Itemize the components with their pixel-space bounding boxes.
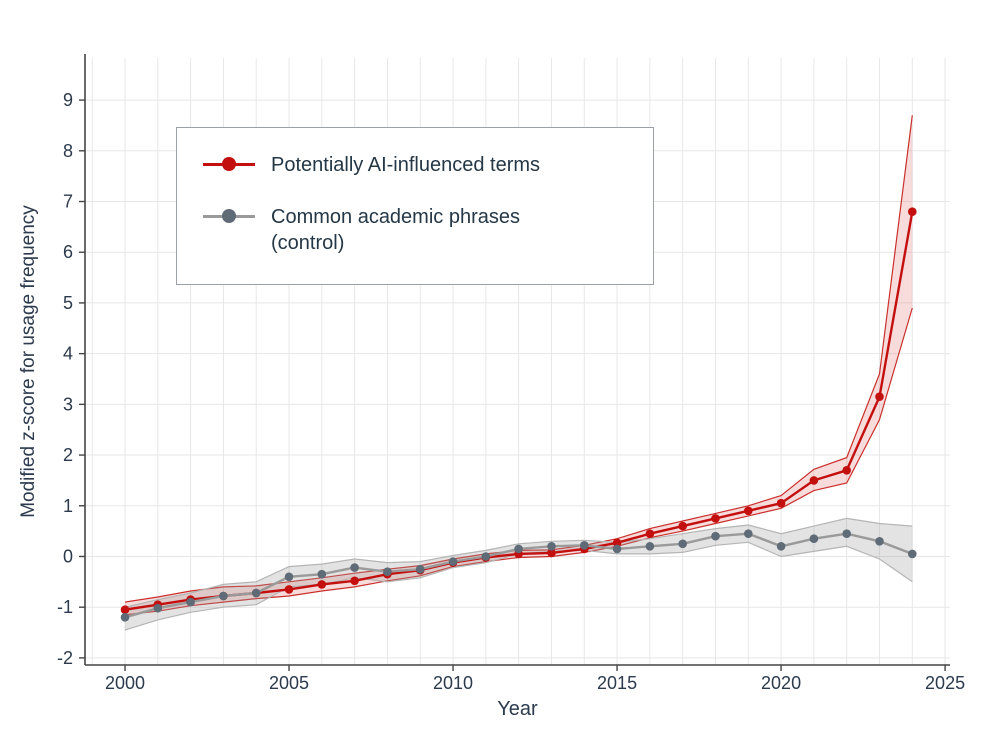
data-point: [744, 529, 753, 538]
data-point: [317, 569, 327, 579]
data-point: [186, 597, 195, 607]
data-point: [809, 534, 819, 543]
data-point: [415, 564, 425, 574]
data-point: [350, 563, 359, 572]
data-point: [908, 207, 917, 216]
legend-dot-swatch: [222, 209, 236, 223]
data-point: [678, 521, 687, 531]
data-point: [842, 529, 851, 538]
data-point: [612, 544, 622, 554]
chart-legend: Potentially AI-influenced terms Common a…: [176, 127, 654, 285]
legend-label-ai-terms: Potentially AI-influenced terms: [271, 154, 541, 176]
data-point: [711, 514, 720, 523]
y-tick-label: 9: [63, 90, 73, 110]
legend-item-ai-terms: Potentially AI-influenced terms: [203, 152, 627, 178]
data-point: [711, 531, 720, 541]
y-tick-label: 6: [63, 242, 73, 262]
data-point: [284, 572, 294, 582]
x-tick-label: 2025: [925, 673, 965, 693]
data-point: [875, 537, 884, 546]
data-point: [481, 552, 491, 561]
confidence-band: [125, 518, 913, 630]
legend-label-control: Common academic phrases (control): [271, 206, 520, 254]
data-point: [514, 544, 523, 554]
y-tick-label: 7: [63, 192, 73, 212]
data-point: [612, 538, 622, 548]
data-point: [350, 576, 359, 586]
data-point: [908, 549, 917, 559]
x-tick-label: 2020: [761, 673, 801, 693]
data-point: [547, 542, 556, 551]
legend-item-control: Common academic phrases (control): [203, 204, 627, 256]
data-point: [809, 476, 819, 485]
data-point: [678, 539, 687, 549]
y-tick-label: 5: [63, 293, 73, 313]
y-axis-title: Modified z-score for usage frequency: [18, 205, 39, 518]
data-point: [284, 585, 294, 594]
y-tick-label: 4: [63, 344, 73, 364]
y-tick-label: -1: [57, 597, 73, 617]
data-point: [219, 591, 228, 601]
data-point: [776, 498, 786, 508]
x-tick-label: 2005: [269, 673, 309, 693]
data-point: [120, 605, 130, 614]
data-point: [645, 529, 655, 538]
data-point: [448, 557, 458, 566]
legend-marker-control: [203, 209, 255, 223]
legend-marker-ai-terms: [203, 157, 255, 171]
data-point: [776, 542, 786, 551]
data-point: [580, 541, 589, 550]
y-tick-label: 1: [63, 496, 73, 516]
data-point: [744, 506, 753, 516]
data-point: [842, 466, 851, 475]
data-point: [383, 567, 392, 576]
data-point: [153, 603, 163, 613]
y-tick-label: -2: [57, 648, 73, 668]
y-tick-label: 0: [63, 546, 73, 566]
x-tick-label: 2015: [597, 673, 637, 693]
data-point: [251, 588, 261, 598]
data-point: [317, 580, 327, 589]
x-tick-label: 2010: [433, 673, 473, 693]
y-tick-label: 3: [63, 394, 73, 414]
x-tick-label: 2000: [105, 673, 145, 693]
data-point: [547, 548, 556, 558]
x-axis-title: Year: [497, 698, 538, 720]
data-point: [875, 392, 884, 402]
band-upper-edge: [124, 517, 913, 608]
data-point: [120, 613, 130, 622]
y-tick-label: 8: [63, 141, 73, 161]
y-tick-label: 2: [63, 445, 73, 465]
legend-dot-swatch: [222, 157, 236, 171]
data-point: [645, 542, 655, 551]
